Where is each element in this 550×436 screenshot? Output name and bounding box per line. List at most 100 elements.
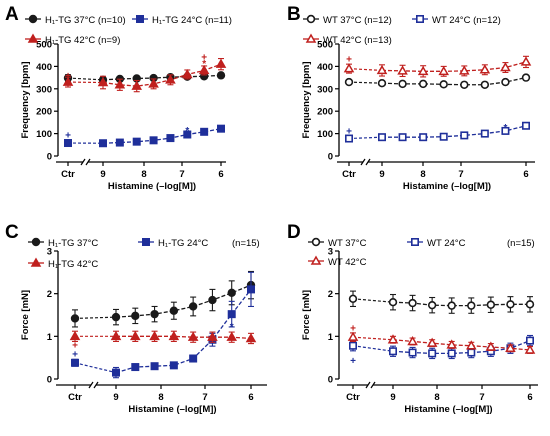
y-tick-label: 500 — [36, 40, 52, 51]
data-point — [417, 65, 429, 76]
data-point — [187, 331, 199, 341]
data-point — [149, 136, 158, 145]
significance-mark: + — [201, 52, 207, 63]
data-point — [439, 80, 448, 89]
legend-entry: WT 24°C — [407, 238, 466, 249]
y-tick-label: 400 — [36, 62, 52, 73]
axis-break — [365, 381, 371, 389]
legend-marker — [306, 14, 316, 24]
data-point — [112, 368, 121, 377]
x-tick-label: Ctr — [68, 392, 82, 403]
data-point — [64, 139, 73, 148]
data-point — [397, 65, 408, 75]
legend-marker — [27, 33, 39, 43]
data-point — [460, 131, 469, 140]
x-tick-label: 6 — [523, 169, 528, 180]
series-line — [381, 61, 527, 72]
y-tick-label: 0 — [328, 375, 333, 386]
panel-letter: B — [287, 4, 301, 25]
x-axis-title: Histamine (–log[M]) — [128, 404, 216, 415]
data-point — [388, 298, 398, 307]
data-point — [114, 79, 126, 89]
legend-label: WT 42°C (n=13) — [323, 35, 392, 46]
x-tick-label: 6 — [527, 392, 532, 403]
data-point — [458, 65, 470, 75]
data-point — [467, 301, 476, 310]
data-point — [227, 288, 236, 298]
series-line — [116, 335, 252, 340]
significance-mark: + — [346, 55, 352, 66]
significance-mark: * — [503, 123, 507, 134]
y-tick-label: 400 — [317, 62, 333, 73]
axis-break — [370, 381, 376, 389]
data-point — [71, 358, 80, 367]
data-point — [480, 80, 490, 89]
x-axis-title: Histamine (–log[M]) — [403, 181, 491, 192]
series-line — [392, 339, 531, 351]
data-point — [226, 331, 238, 341]
data-point — [150, 362, 159, 371]
legend-marker — [310, 255, 322, 265]
series-line-ctr — [74, 362, 117, 374]
legend-note: (n=15) — [507, 238, 535, 249]
data-point — [407, 335, 418, 346]
series-1 — [70, 270, 256, 328]
x-tick-label: 9 — [390, 392, 395, 403]
data-point — [398, 133, 407, 142]
legend-label: WT 24°C — [427, 238, 466, 249]
data-point — [348, 341, 357, 350]
x-tick-label: Ctr — [346, 392, 360, 403]
legend-entry: H₁-TG 37°C (n=10) — [25, 14, 126, 26]
legend-entry: H₁-TG 24°C — [138, 238, 208, 249]
panel-letter: A — [5, 4, 19, 25]
data-point — [198, 64, 210, 75]
series-3 — [69, 330, 257, 345]
legend-marker — [415, 15, 424, 24]
series-line-ctr — [348, 68, 383, 72]
y-tick-label: 3 — [328, 247, 333, 258]
x-tick-label: Ctr — [61, 169, 75, 180]
data-point — [131, 80, 143, 90]
legend-label: WT 24°C (n=12) — [432, 15, 501, 26]
x-tick-label: 8 — [434, 392, 439, 403]
data-point — [460, 80, 469, 89]
series-3 — [343, 55, 532, 78]
data-point — [525, 300, 535, 309]
data-point — [446, 339, 458, 349]
data-point — [169, 361, 178, 370]
legend-label: H₁-TG 37°C — [48, 238, 98, 249]
data-point — [398, 79, 407, 89]
data-point — [97, 77, 109, 87]
data-point — [165, 74, 176, 84]
x-axis-title: Histamine (–log[M]) — [108, 181, 196, 192]
data-point — [521, 121, 530, 130]
x-tick-label: 8 — [141, 169, 146, 180]
y-tick-label: 2 — [47, 289, 52, 300]
y-tick-label: 100 — [317, 129, 333, 140]
data-point — [208, 295, 217, 305]
data-point — [388, 347, 397, 356]
data-point — [216, 71, 226, 80]
legend-entry: H₁-TG 42°C (n=9) — [25, 33, 120, 46]
axis-break — [88, 381, 94, 389]
axis-break — [80, 158, 86, 166]
panel-c: C 0 1 2 3 Force [mN] Ctr 9 8 7 6 Histamine (–log[M]… — [5, 222, 267, 415]
axis-break — [360, 158, 366, 166]
legend-marker — [136, 15, 145, 24]
legend-label: H₁-TG 42°C — [48, 259, 98, 270]
legend-marker — [410, 238, 419, 247]
data-point — [189, 354, 198, 363]
significance-mark: + — [72, 341, 78, 352]
y-tick-label: 300 — [317, 84, 333, 95]
significance-mark: + — [65, 71, 71, 82]
series-line-ctr — [352, 345, 394, 352]
data-point — [207, 331, 218, 341]
x-tick-label: 8 — [420, 169, 425, 180]
data-point — [69, 330, 81, 341]
y-tick-label: 0 — [47, 152, 52, 163]
y-axis-title: Force [mN] — [301, 290, 312, 340]
series-2 — [344, 121, 530, 143]
data-point — [149, 330, 160, 341]
data-point — [439, 132, 448, 141]
data-point — [217, 124, 226, 133]
